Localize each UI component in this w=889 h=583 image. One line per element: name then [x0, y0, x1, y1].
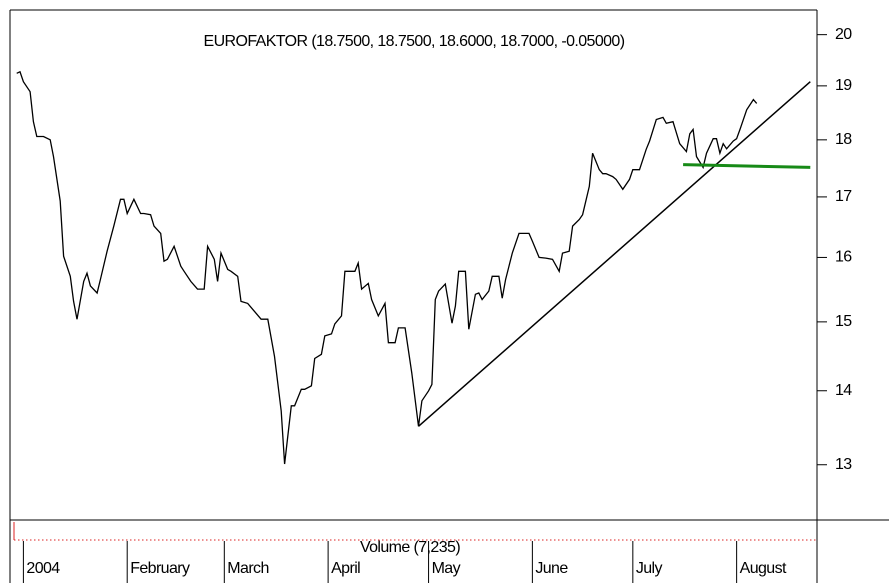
- x-tick-label: 2004: [26, 560, 60, 577]
- y-tick-label: 13: [835, 456, 852, 473]
- y-tick-label: 14: [835, 382, 852, 399]
- x-tick-label: August: [740, 560, 787, 577]
- y-tick-label: 20: [835, 26, 852, 43]
- y-tick-label: 16: [835, 249, 852, 266]
- x-tick-label: March: [227, 560, 268, 577]
- y-tick-label: 18: [835, 131, 852, 148]
- price-line: [16, 70, 758, 465]
- trend-line: [418, 81, 811, 427]
- x-tick-label: July: [636, 560, 663, 577]
- x-tick-label: February: [130, 560, 190, 577]
- x-tick-label: May: [432, 560, 461, 577]
- trend-line: [683, 163, 811, 169]
- y-tick-label: 15: [835, 313, 852, 330]
- chart-title: EUROFAKTOR (18.7500, 18.7500, 18.6000, 1…: [204, 33, 625, 50]
- volume-label: Volume (7,235): [360, 539, 460, 556]
- x-tick-label: April: [331, 560, 360, 577]
- x-tick-label: June: [535, 560, 568, 577]
- y-tick-label: 17: [835, 188, 852, 205]
- y-tick-label: 19: [835, 77, 852, 94]
